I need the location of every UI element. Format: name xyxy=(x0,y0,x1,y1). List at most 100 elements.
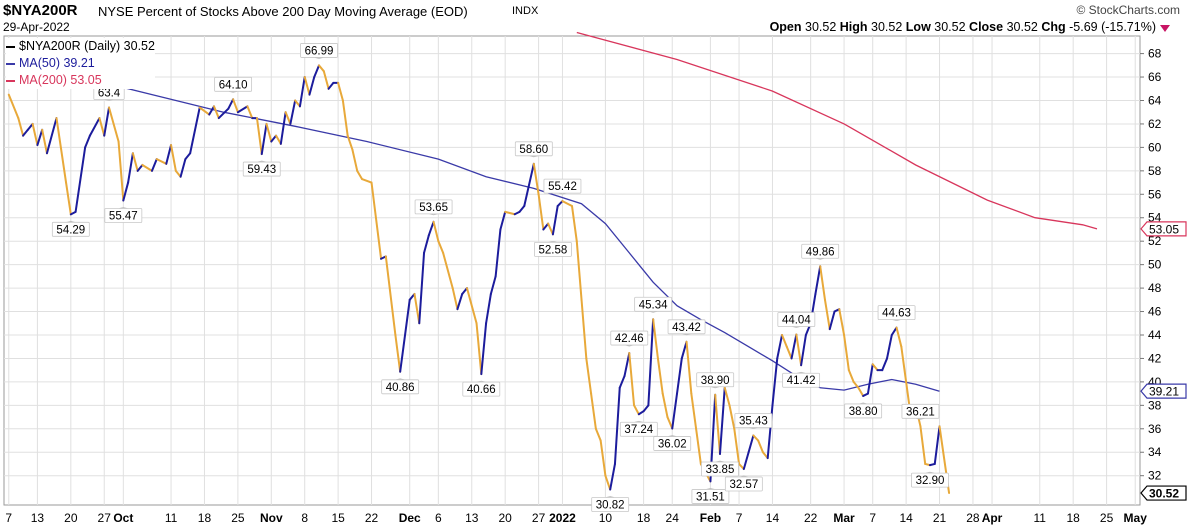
series-segment xyxy=(776,333,784,360)
data-label: 43.42 xyxy=(667,319,706,336)
data-label-text: 33.85 xyxy=(706,464,735,476)
legend-ma200: MA(200) 53.05 xyxy=(6,72,155,89)
legend-swatch-ma50 xyxy=(6,62,15,65)
data-label-text: 35.43 xyxy=(739,415,768,427)
series-segment xyxy=(255,117,263,156)
series-segment xyxy=(213,105,220,120)
series-segment xyxy=(461,287,468,295)
y-tick-label: 58 xyxy=(1148,164,1162,178)
series-segment xyxy=(41,128,48,155)
series-segment xyxy=(327,81,335,90)
series-segment xyxy=(733,427,741,465)
series-segment xyxy=(36,128,44,147)
data-label-text: 54.29 xyxy=(56,224,85,236)
series-segment xyxy=(571,205,578,243)
series-segment xyxy=(170,144,177,172)
series-segment xyxy=(494,228,502,278)
series-segment xyxy=(489,275,497,295)
series-segment xyxy=(747,434,755,454)
series-segment xyxy=(141,163,153,172)
series-segment xyxy=(690,392,698,430)
y-tick-label: 44 xyxy=(1148,328,1162,342)
symbol-title: $NYA200R xyxy=(3,2,78,19)
open-label: Open xyxy=(769,20,802,34)
chart-legend: $NYA200R (Daily) 30.52 MA(50) 39.21 MA(2… xyxy=(6,38,155,89)
y-tick-label: 62 xyxy=(1148,117,1162,131)
data-label-box xyxy=(51,221,90,237)
legend-main: $NYA200R (Daily) 30.52 xyxy=(6,38,155,55)
axis-value-badge: 30.52 xyxy=(1140,485,1187,501)
series-segment xyxy=(814,265,822,295)
series-segment xyxy=(184,152,192,161)
series-segment xyxy=(561,200,573,208)
series-segment xyxy=(456,292,464,311)
data-label-box xyxy=(911,472,949,488)
series-segment xyxy=(284,111,292,125)
data-label-text: 58.60 xyxy=(519,144,548,156)
data-label-box xyxy=(734,413,773,428)
data-label-text: 66.99 xyxy=(305,45,334,57)
series-segment xyxy=(122,181,130,202)
data-label: 31.51 xyxy=(691,488,730,504)
data-label-text: 32.57 xyxy=(729,479,758,491)
series-segment xyxy=(451,287,459,311)
series-segment xyxy=(270,134,278,143)
series-segment xyxy=(232,98,239,114)
series-segment xyxy=(556,200,564,208)
ma200-line xyxy=(576,31,1098,230)
data-label: 45.34 xyxy=(634,296,673,313)
x-tick-label: May xyxy=(1124,511,1148,525)
series-segment xyxy=(857,386,865,397)
series-segment xyxy=(136,163,144,172)
legend-swatch-ma200 xyxy=(6,79,15,82)
series-segment xyxy=(623,352,631,378)
x-tick-label: Oct xyxy=(113,511,133,525)
data-label-text: 55.42 xyxy=(548,181,577,193)
series-segment xyxy=(613,386,621,465)
series-segment xyxy=(633,404,640,416)
x-tick-label: Mar xyxy=(833,511,855,525)
series-segment xyxy=(165,144,173,165)
data-label-text: 43.42 xyxy=(672,322,701,334)
data-label: 64.10 xyxy=(214,76,253,93)
series-segment xyxy=(919,425,927,465)
y-tick-label: 64 xyxy=(1148,93,1162,107)
series-segment xyxy=(370,181,383,260)
series-segment xyxy=(785,345,793,360)
series-segment xyxy=(575,240,583,301)
data-label-text: 36.21 xyxy=(906,406,935,418)
ohlc-readout: Open 30.52 High 30.52 Low 30.52 Close 30… xyxy=(770,20,1156,34)
data-label-box xyxy=(414,199,453,215)
data-label: 44.63 xyxy=(877,305,916,322)
series-segment xyxy=(313,64,321,79)
x-tick-label: 8 xyxy=(301,511,308,525)
series-segment xyxy=(127,152,134,184)
data-label-box xyxy=(104,208,143,223)
series-segment xyxy=(341,99,349,137)
data-label: 32.57 xyxy=(724,475,763,492)
x-tick-label: 24 xyxy=(666,511,680,525)
data-label: 54.29 xyxy=(51,220,90,237)
y-tick-label: 66 xyxy=(1148,70,1162,84)
legend-swatch-main xyxy=(6,45,15,48)
data-label-box xyxy=(543,178,582,194)
data-label-box xyxy=(691,489,730,504)
series-segment xyxy=(800,333,807,367)
x-tick-label: 20 xyxy=(498,511,512,525)
series-segment xyxy=(427,220,435,237)
series-segment xyxy=(399,298,411,373)
series-segment xyxy=(418,251,426,325)
series-segment xyxy=(771,357,779,407)
series-segment xyxy=(423,234,430,254)
series-segment xyxy=(22,128,29,137)
series-segment xyxy=(823,298,831,331)
x-tick-label: 18 xyxy=(1066,511,1080,525)
data-label-text: 38.80 xyxy=(849,406,878,418)
data-label: 42.46 xyxy=(610,330,649,347)
data-label: 52.58 xyxy=(534,240,572,257)
data-label-text: 38.90 xyxy=(701,375,730,387)
y-tick-label: 60 xyxy=(1148,140,1162,154)
data-label-text: 44.04 xyxy=(782,315,811,327)
data-label: 44.04 xyxy=(777,312,816,328)
